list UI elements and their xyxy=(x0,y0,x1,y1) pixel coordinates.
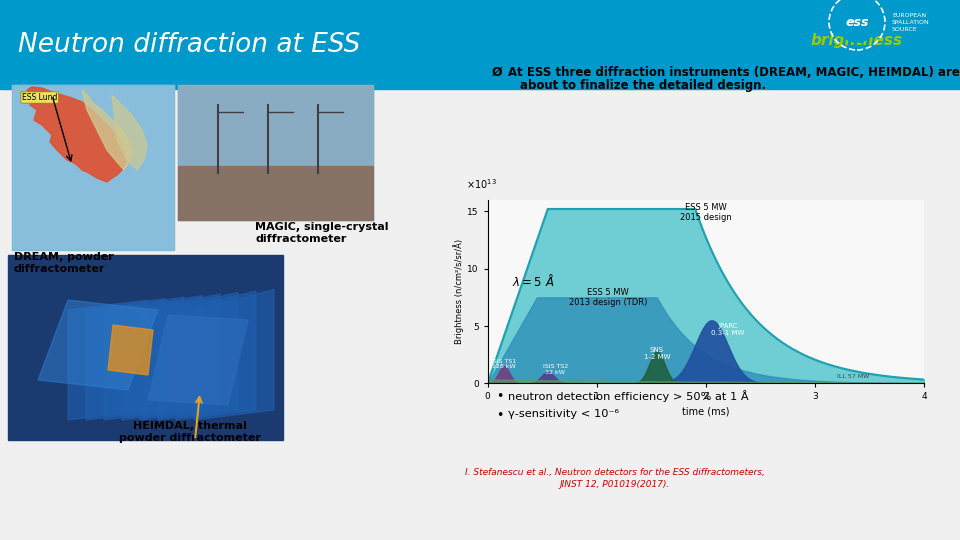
Polygon shape xyxy=(112,95,147,170)
Polygon shape xyxy=(158,293,238,420)
Bar xyxy=(12,85,174,250)
Polygon shape xyxy=(108,325,153,375)
Text: •: • xyxy=(496,409,503,422)
Text: able to handle rates as large as 4 kHz/cm²: able to handle rates as large as 4 kHz/c… xyxy=(508,352,780,362)
Polygon shape xyxy=(82,90,132,170)
Polygon shape xyxy=(27,87,127,182)
Text: At ESS three diffraction instruments (DREAM, MAGIC, HEIMDAL) are: At ESS three diffraction instruments (DR… xyxy=(508,65,960,78)
Circle shape xyxy=(837,2,877,42)
Polygon shape xyxy=(104,297,184,420)
Bar xyxy=(178,85,373,220)
Text: EUROPEAN
SPALLATION
SOURCE: EUROPEAN SPALLATION SOURCE xyxy=(892,13,929,32)
Text: SNS
1-2 MW: SNS 1-2 MW xyxy=(644,347,670,360)
Y-axis label: Brightness (n/cm²/s/sr/Å): Brightness (n/cm²/s/sr/Å) xyxy=(453,239,465,344)
Text: ISIS TS2
32 kW: ISIS TS2 32 kW xyxy=(542,364,568,375)
Text: about to finalize the detailed design.: about to finalize the detailed design. xyxy=(520,78,766,91)
Text: •: • xyxy=(496,371,503,384)
Text: Ø: Ø xyxy=(492,65,503,78)
Text: •: • xyxy=(496,352,503,365)
Text: 2θ-resolution < 0.29°  (< 6 mm x 6 mm pixel size): 2θ-resolution < 0.29° (< 6 mm x 6 mm pix… xyxy=(508,371,828,381)
Text: ILL 57 MW: ILL 57 MW xyxy=(837,374,870,379)
Text: Requirements for detectors for the ESS instruments:: Requirements for detectors for the ESS i… xyxy=(492,330,843,343)
Polygon shape xyxy=(122,295,202,420)
Text: DREAM, powder
diffractometer: DREAM, powder diffractometer xyxy=(14,252,113,274)
Polygon shape xyxy=(178,166,373,220)
Polygon shape xyxy=(140,294,220,420)
Text: •: • xyxy=(496,390,503,403)
Text: ISIS TS1
128 kW: ISIS TS1 128 kW xyxy=(492,359,516,369)
Text: ess: ess xyxy=(845,16,869,29)
Text: brightness: brightness xyxy=(811,33,903,48)
Bar xyxy=(8,255,283,440)
Text: JPARC
0.3-1 MW: JPARC 0.3-1 MW xyxy=(711,323,745,336)
Text: ESS 5 MW
2015 design: ESS 5 MW 2015 design xyxy=(681,203,732,222)
Text: $\times 10^{13}$: $\times 10^{13}$ xyxy=(466,177,496,191)
Text: HEIMDAL, thermal
powder diffractometer: HEIMDAL, thermal powder diffractometer xyxy=(119,421,261,443)
Text: JINST 12, P01019(2017).: JINST 12, P01019(2017). xyxy=(560,480,670,489)
Polygon shape xyxy=(178,85,373,166)
Polygon shape xyxy=(86,299,166,420)
Polygon shape xyxy=(148,315,248,405)
Text: Neutron diffraction at ESS: Neutron diffraction at ESS xyxy=(18,31,360,57)
Text: $\lambda = 5$ Å: $\lambda = 5$ Å xyxy=(512,273,554,289)
Polygon shape xyxy=(12,85,174,250)
Text: neutron detection efficiency > 50% at 1 Å: neutron detection efficiency > 50% at 1 … xyxy=(508,390,749,402)
Text: γ-sensitivity < 10⁻⁶: γ-sensitivity < 10⁻⁶ xyxy=(508,409,619,419)
Polygon shape xyxy=(68,300,148,420)
Text: MAGIC, single-crystal
diffractometer: MAGIC, single-crystal diffractometer xyxy=(255,222,389,244)
Bar xyxy=(0,0,960,89)
Polygon shape xyxy=(194,289,274,420)
Polygon shape xyxy=(176,291,256,420)
Text: ESS 5 MW
2013 design (TDR): ESS 5 MW 2013 design (TDR) xyxy=(568,288,647,307)
X-axis label: time (ms): time (ms) xyxy=(683,407,730,417)
Text: I. Stefanescu et al., Neutron detectors for the ESS diffractometers,: I. Stefanescu et al., Neutron detectors … xyxy=(465,468,765,477)
Polygon shape xyxy=(38,300,158,390)
Text: ESS Lund: ESS Lund xyxy=(22,93,58,102)
